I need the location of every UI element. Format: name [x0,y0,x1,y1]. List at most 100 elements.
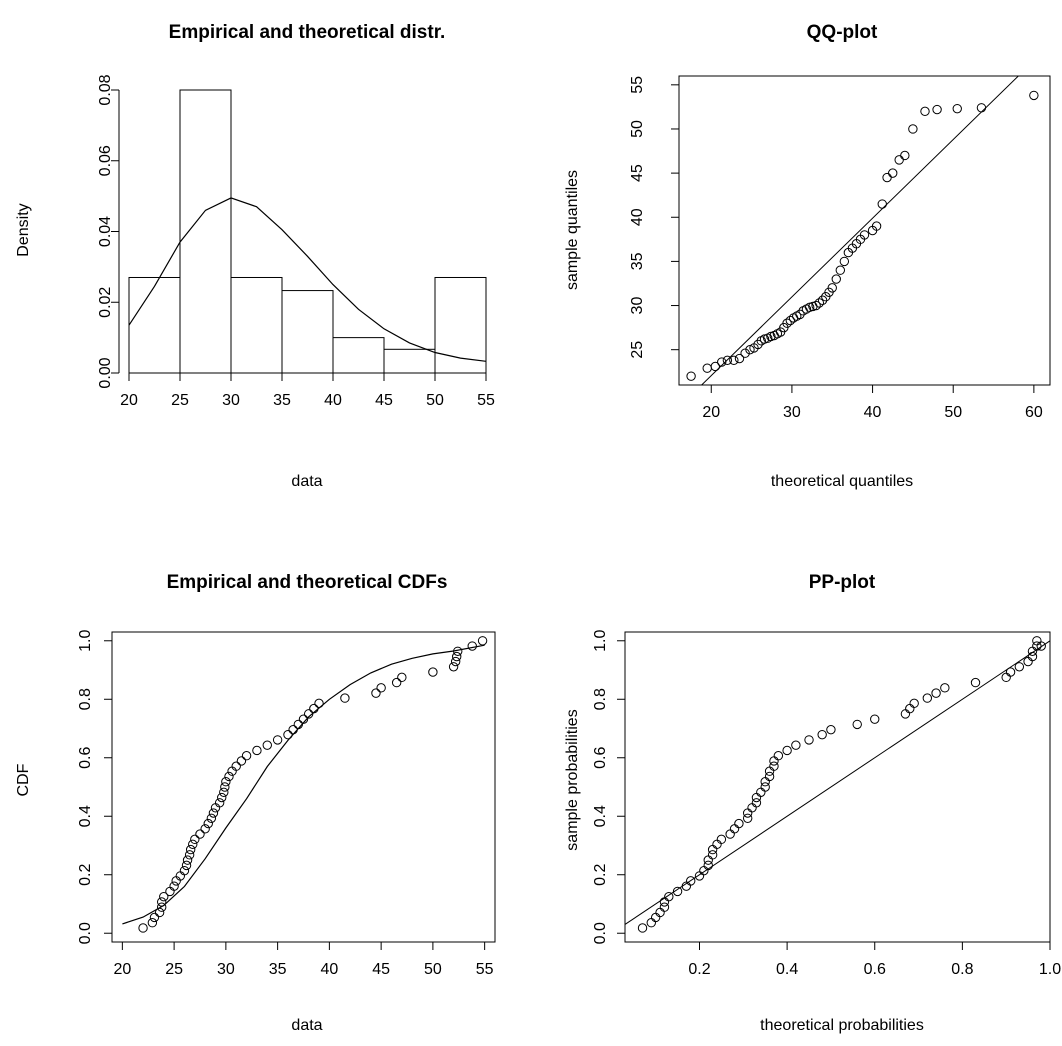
qq-plot-title: QQ-plot [807,22,878,43]
reference-line [624,640,1051,925]
data-point [871,221,882,231]
x-tick-label: 0.2 [688,961,710,978]
x-tick-label: 40 [320,961,338,978]
y-tick-label: 0.4 [77,805,94,827]
histogram-ylabel: Density [15,203,32,256]
histogram-xlabel: data [291,473,322,490]
data-point [309,703,319,714]
data-point [138,923,148,933]
data-point [1014,662,1025,672]
data-point [208,808,219,818]
data-point [1027,646,1038,657]
y-tick-label: 1.0 [592,630,609,652]
data-point [835,265,846,275]
data-point [184,850,195,860]
data-point [686,371,696,381]
data-point [200,824,210,834]
data-point [214,798,225,808]
data-point [908,124,918,134]
data-point [448,662,459,672]
histogram-bar [383,348,436,374]
y-tick-label: 0.0 [77,922,94,944]
data-point [637,923,648,933]
data-point [795,309,805,320]
data-point [729,824,740,834]
data-point [188,839,198,850]
data-point [932,104,942,115]
data-point [722,355,733,365]
data-point [452,651,462,662]
data-point [922,693,933,703]
data-point [814,298,825,308]
data-point [262,740,272,750]
y-tick-label: 0.0 [592,922,609,944]
y-tick-label: 0.00 [97,357,114,388]
data-point [729,355,739,365]
histogram-bar [434,276,487,374]
data-point [791,740,801,750]
data-point [195,829,205,839]
cdf-title: Empirical and theoretical CDFs [167,572,448,593]
data-point [224,771,234,782]
data-point [1001,672,1011,683]
data-point [241,751,252,761]
data-point [182,855,193,865]
data-point [870,714,880,724]
y-tick-label: 35 [629,252,646,270]
x-tick-label: 20 [120,392,138,409]
data-point [877,199,887,209]
data-point [298,714,309,724]
data-point [149,912,160,923]
data-point [894,155,904,165]
x-tick-label: 50 [426,392,444,409]
data-point [206,813,217,823]
data-point [1032,641,1042,651]
y-tick-label: 40 [629,208,646,226]
data-point [734,353,745,364]
y-tick-label: 0.8 [77,688,94,710]
data-point [165,886,175,897]
data-point [659,897,670,907]
theoretical-cdf-curve [122,644,485,925]
data-point [773,751,784,761]
x-tick-label: 0.4 [776,961,798,978]
y-tick-label: 0.08 [97,74,114,105]
data-point [391,677,402,688]
x-tick-label: 1.0 [1039,961,1061,978]
x-tick-label: 35 [269,961,287,978]
data-point [817,295,828,305]
data-point [1005,667,1016,677]
histogram-bar [332,337,385,374]
y-tick-label: 0.02 [97,287,114,318]
data-point [1029,90,1039,101]
data-point [782,318,792,328]
data-point [147,917,158,928]
data-point [703,860,713,871]
data-point [371,688,381,698]
plot-frame [111,631,496,943]
data-point [707,844,718,855]
data-point [686,876,696,886]
x-tick-label: 30 [783,404,801,421]
data-point [220,782,230,792]
data-point [699,865,709,876]
histogram-bar [230,276,283,374]
data-point [909,698,919,709]
data-point [1036,641,1046,651]
data-point [477,636,488,646]
data-point [703,855,713,865]
data-point [827,283,837,293]
y-tick-label: 45 [629,164,646,182]
data-point [397,672,407,683]
data-point [203,818,213,829]
y-tick-label: 0.4 [592,805,609,827]
data-point [655,907,665,918]
x-tick-label: 50 [424,961,442,978]
data-point [169,881,179,891]
data-point [179,865,190,876]
x-tick-label: 45 [372,961,390,978]
data-point [859,230,870,240]
qq-plot-panel: QQ-plot theoretical quantiles sample qua… [564,22,1051,490]
pp-plot-xlabel: theoretical probabilities [760,1017,924,1034]
data-point [785,315,795,326]
